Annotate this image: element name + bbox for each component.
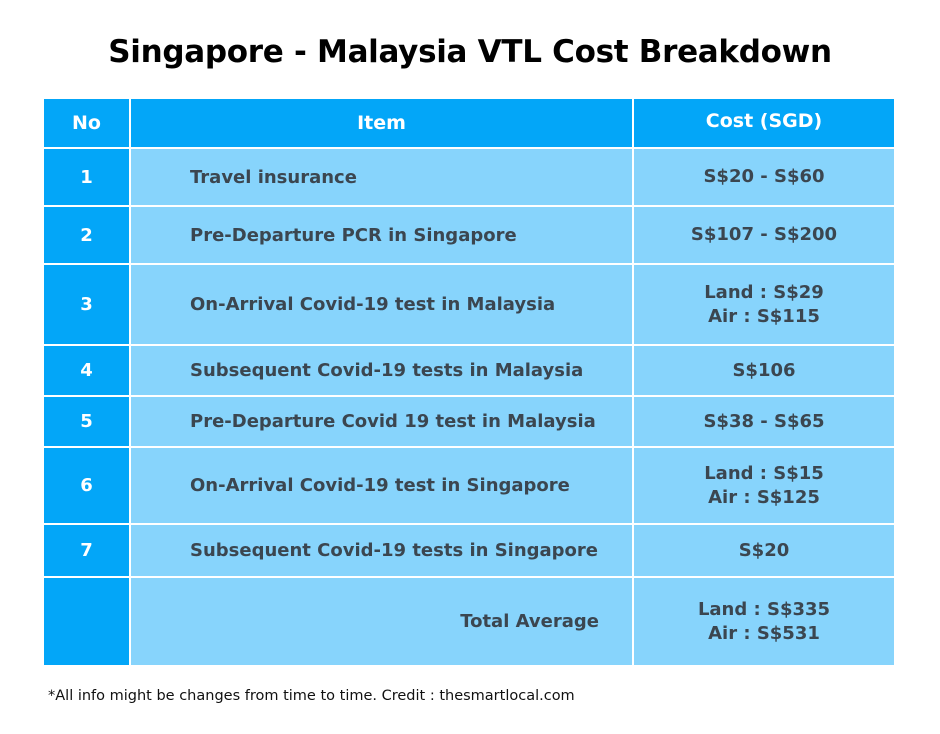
header-cost: Cost (SGD) [634, 99, 894, 147]
header-item: Item [131, 99, 632, 147]
footnote: *All info might be changes from time to … [48, 688, 575, 704]
cost-table: No Item Cost (SGD) 1 Travel insurance S$20… [44, 99, 894, 665]
cost-line: Land : S$29 [704, 281, 824, 303]
row-number: 3 [44, 265, 129, 344]
row-number: 1 [44, 149, 129, 205]
row-cost: S$107 - S$200 [634, 207, 894, 263]
row-item: Subsequent Covid-19 tests in Malaysia [131, 346, 632, 395]
row-item: On-Arrival Covid-19 test in Malaysia [131, 265, 632, 344]
row-cost: S$20 - S$60 [634, 149, 894, 205]
total-cost-line: Land : S$335 [697, 598, 831, 620]
row-cost: S$106 [634, 346, 894, 395]
row-cost: S$20 [634, 525, 894, 576]
row-item: Pre-Departure Covid 19 test in Malaysia [131, 397, 632, 446]
total-cost-line: Air : S$531 [708, 622, 820, 644]
row-item: Pre-Departure PCR in Singapore [131, 207, 632, 263]
cost-line: Air : S$115 [708, 305, 820, 327]
total-label: Total Average [131, 578, 632, 665]
cost-line: Land : S$15 [704, 462, 824, 484]
row-cost: S$38 - S$65 [634, 397, 894, 446]
header-no: No [44, 99, 129, 147]
row-item: Subsequent Covid-19 tests in Singapore [131, 525, 632, 576]
cost-line: S$20 - S$60 [703, 166, 825, 187]
row-cost: Land : S$29 Air : S$115 [634, 265, 894, 344]
row-number: 6 [44, 448, 129, 523]
page-title: Singapore - Malaysia VTL Cost Breakdown [108, 34, 832, 70]
row-number: 5 [44, 397, 129, 446]
total-number [44, 578, 129, 665]
row-item: Travel insurance [131, 149, 632, 205]
row-number: 4 [44, 346, 129, 395]
row-cost: Land : S$15 Air : S$125 [634, 448, 894, 523]
total-cost: Land : S$335 Air : S$531 [634, 578, 894, 665]
cost-line: S$20 [738, 539, 790, 561]
cost-line: Air : S$125 [708, 486, 820, 508]
cost-line: S$106 [732, 359, 796, 381]
row-number: 7 [44, 525, 129, 576]
cost-line: S$38 - S$65 [703, 410, 825, 432]
row-number: 2 [44, 207, 129, 263]
row-item: On-Arrival Covid-19 test in Singapore [131, 448, 632, 523]
cost-line: S$107 - S$200 [690, 224, 838, 245]
